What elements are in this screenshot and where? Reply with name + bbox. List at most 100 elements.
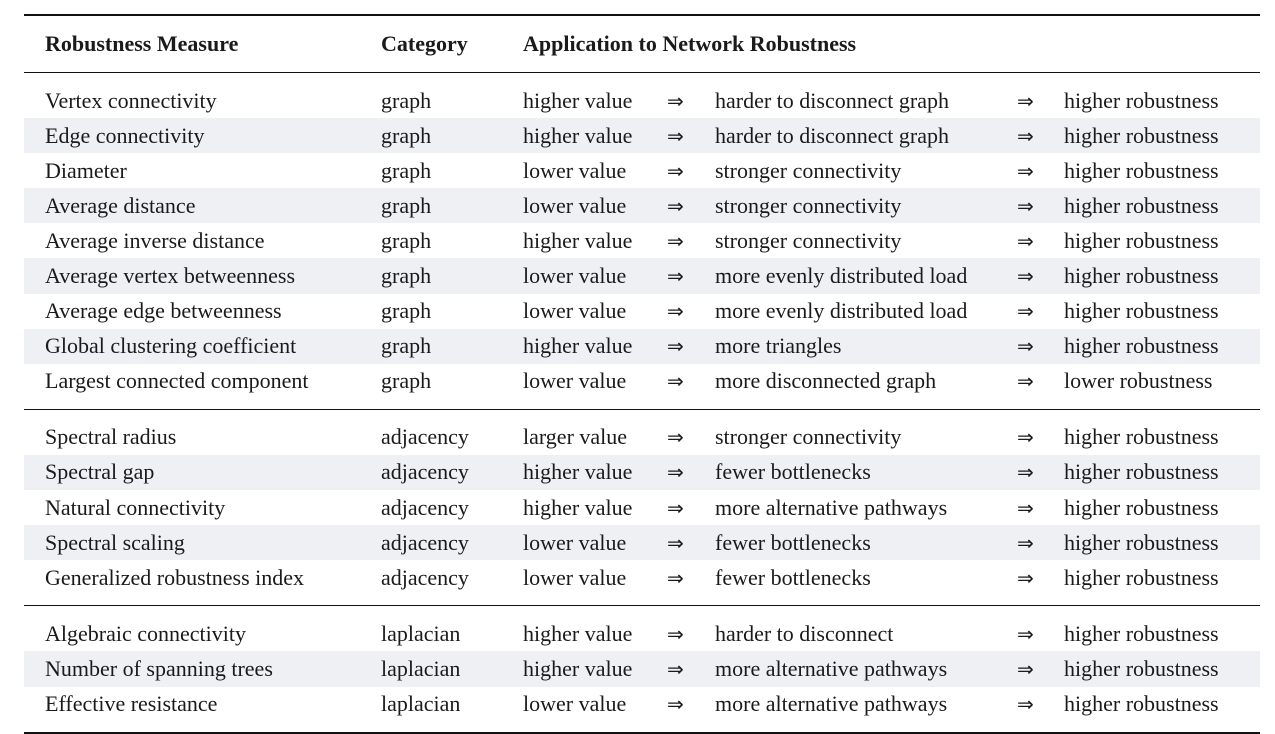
cell-result: higher robustness — [1064, 333, 1219, 359]
cell-effect: stronger connectivity — [715, 227, 902, 253]
cell-measure: Natural connectivity — [45, 494, 226, 520]
implies-arrow: ⇒ — [667, 621, 684, 646]
table-row: Average edge betweenness graph lower value… — [24, 294, 1260, 329]
implies-arrow: ⇒ — [1017, 460, 1034, 485]
group-spacer — [24, 399, 1260, 409]
cell-measure: Average distance — [45, 192, 196, 218]
table-header: Robustness Measure Category Application … — [24, 16, 1260, 72]
cell-effect: more alternative pathways — [715, 655, 948, 681]
table-row: Spectral scaling adjacency lower value ⇒ few… — [24, 525, 1260, 561]
cell-result: higher robustness — [1064, 192, 1219, 218]
cell-result: higher robustness — [1064, 620, 1219, 646]
header-rule — [24, 72, 1260, 73]
table-row: Number of spanning trees laplacian higher … — [24, 651, 1260, 687]
cell-effect: more evenly distributed load — [715, 263, 968, 289]
cell-value-direction: higher value — [523, 494, 633, 520]
implies-arrow: ⇒ — [667, 369, 684, 394]
cell-result: higher robustness — [1064, 298, 1219, 324]
cell-value-direction: lower value — [523, 157, 627, 183]
cell-measure: Effective resistance — [45, 691, 218, 717]
group-rule — [24, 408, 1260, 410]
cell-category: laplacian — [381, 655, 461, 681]
cell-value-direction: higher value — [523, 227, 633, 253]
table-row: Diameter graph lower value ⇒ stronger connec… — [24, 153, 1260, 188]
table-row: Spectral radius adjacency larger value ⇒ str… — [24, 420, 1260, 455]
cell-value-direction: higher value — [523, 620, 633, 646]
implies-arrow: ⇒ — [1017, 123, 1034, 148]
cell-result: higher robustness — [1064, 424, 1219, 450]
cell-category: laplacian — [381, 620, 461, 646]
table-row: Vertex connectivity graph higher value ⇒ har… — [24, 83, 1260, 118]
cell-measure: Vertex connectivity — [45, 87, 217, 113]
cell-value-direction: higher value — [523, 459, 633, 485]
cell-result: higher robustness — [1064, 564, 1219, 590]
table-row: Generalized robustness index adjacency low… — [24, 560, 1260, 595]
cell-measure: Largest connected component — [45, 368, 309, 394]
cell-value-direction: lower value — [523, 368, 627, 394]
implies-arrow: ⇒ — [667, 565, 684, 590]
cell-category: adjacency — [381, 459, 469, 485]
implies-arrow: ⇒ — [1017, 621, 1034, 646]
implies-arrow: ⇒ — [667, 460, 684, 485]
cell-effect: harder to disconnect graph — [715, 122, 949, 148]
cell-measure: Diameter — [45, 157, 127, 183]
table-row: Edge connectivity graph higher value ⇒ harde… — [24, 118, 1260, 154]
cell-result: higher robustness — [1064, 263, 1219, 289]
table-row: Spectral gap adjacency higher value ⇒ fewer … — [24, 454, 1260, 491]
table-row: Effective resistance laplacian lower value… — [24, 687, 1260, 722]
cell-category: graph — [381, 192, 432, 218]
cell-result: higher robustness — [1064, 227, 1219, 253]
implies-arrow: ⇒ — [667, 530, 684, 555]
implies-arrow: ⇒ — [1017, 656, 1034, 681]
robustness-table: Robustness Measure Category Application … — [24, 14, 1260, 734]
cell-result: higher robustness — [1064, 691, 1219, 717]
cell-effect: more alternative pathways — [715, 494, 948, 520]
cell-measure: Edge connectivity — [45, 122, 205, 148]
implies-arrow: ⇒ — [667, 656, 684, 681]
table-body: Vertex connectivity graph higher value ⇒ har… — [24, 73, 1260, 734]
implies-arrow: ⇒ — [667, 692, 684, 717]
implies-arrow: ⇒ — [1017, 369, 1034, 394]
implies-arrow: ⇒ — [667, 425, 684, 450]
cell-result: higher robustness — [1064, 459, 1219, 485]
implies-arrow: ⇒ — [1017, 88, 1034, 113]
implies-arrow: ⇒ — [1017, 193, 1034, 218]
implies-arrow: ⇒ — [667, 123, 684, 148]
cell-effect: more evenly distributed load — [715, 298, 968, 324]
cell-category: graph — [381, 227, 432, 253]
cell-category: adjacency — [381, 424, 469, 450]
implies-arrow: ⇒ — [1017, 334, 1034, 359]
cell-value-direction: lower value — [523, 564, 627, 590]
cell-measure: Spectral scaling — [45, 529, 185, 555]
implies-arrow: ⇒ — [667, 158, 684, 183]
cell-value-direction: higher value — [523, 655, 633, 681]
cell-measure: Algebraic connectivity — [45, 620, 246, 646]
cell-category: graph — [381, 333, 432, 359]
cell-measure: Spectral radius — [45, 424, 177, 450]
table-row: Natural connectivity adjacency higher valu… — [24, 490, 1260, 525]
group-spacer — [24, 73, 1260, 83]
implies-arrow: ⇒ — [1017, 299, 1034, 324]
group-spacer — [24, 595, 1260, 605]
cell-result: higher robustness — [1064, 122, 1219, 148]
cell-result: higher robustness — [1064, 157, 1219, 183]
implies-arrow: ⇒ — [1017, 158, 1034, 183]
implies-arrow: ⇒ — [1017, 264, 1034, 289]
cell-effect: stronger connectivity — [715, 424, 902, 450]
group-spacer — [24, 410, 1260, 420]
cell-category: graph — [381, 298, 432, 324]
implies-arrow: ⇒ — [667, 88, 684, 113]
table-row: Average vertex betweenness graph lower val… — [24, 258, 1260, 294]
bottom-rule — [24, 731, 1260, 734]
table-row: Largest connected component graph lower va… — [24, 364, 1260, 399]
cell-effect: harder to disconnect — [715, 620, 894, 646]
header-measure: Robustness Measure — [45, 31, 239, 56]
cell-category: adjacency — [381, 529, 469, 555]
cell-value-direction: lower value — [523, 529, 627, 555]
cell-result: higher robustness — [1064, 494, 1219, 520]
cell-measure: Average edge betweenness — [45, 298, 282, 324]
group-spacer — [24, 722, 1260, 732]
cell-result: higher robustness — [1064, 529, 1219, 555]
cell-effect: fewer bottlenecks — [715, 564, 871, 590]
table-row: Average distance graph lower value ⇒ stronge… — [24, 188, 1260, 224]
